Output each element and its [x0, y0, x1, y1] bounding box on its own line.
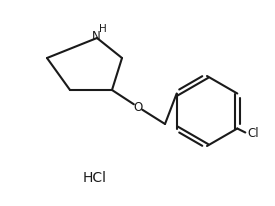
Text: N: N [92, 29, 100, 42]
Text: HCl: HCl [83, 171, 107, 185]
Text: H: H [99, 24, 107, 34]
Text: Cl: Cl [247, 127, 259, 140]
Text: O: O [133, 101, 143, 114]
